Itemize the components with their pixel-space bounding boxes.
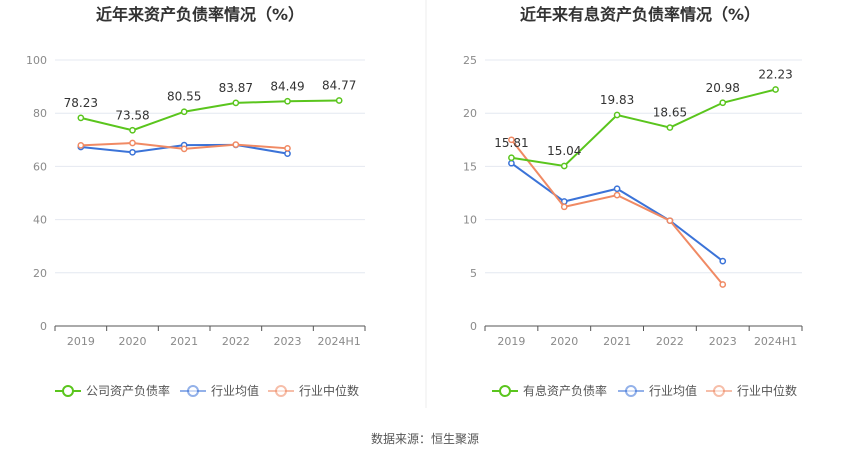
x-tick-label: 2023 [709,335,737,348]
data-point [666,217,674,225]
y-tick-label: 0 [470,320,477,333]
data-point [772,86,779,93]
data-label: 84.77 [322,79,356,93]
data-point [129,148,136,156]
data-label: 19.83 [600,93,634,107]
legend-item-1[interactable]: 公司资产负债率 [55,383,170,398]
data-point [232,141,240,148]
series-1: 78.23 73.58 80.55 83.87 84.49 84.77 [64,79,356,134]
data-point [719,99,727,107]
chart-1: 近年来资产负债率情况（%） 0 20 40 60 80 100 2019 2020 2021 202… [26,5,366,398]
series-3 [77,139,291,153]
data-point [232,99,240,107]
legend-marker-icon [187,385,199,397]
data-label: 84.49 [270,79,304,93]
legend-label: 行业中位数 [737,383,797,398]
data-point [508,136,515,144]
data-point [129,126,136,134]
data-point [77,114,85,122]
data-label: 80.55 [167,90,201,104]
chart-title: 近年来资产负债率情况（%） [96,5,304,24]
data-point [284,144,291,152]
y-tick-label: 20 [463,107,477,120]
series-3 [508,136,727,288]
data-point [719,281,727,288]
data-point [180,145,188,153]
data-point [560,203,568,211]
data-label: 15.81 [494,136,528,150]
y-tick-label: 20 [33,267,47,280]
data-label: 15.04 [547,144,581,158]
y-tick-label: 10 [463,214,477,227]
data-point [613,185,621,193]
legend-item-2[interactable]: 行业均值 [618,383,697,398]
x-tick-label: 2023 [274,335,302,348]
legend-label: 公司资产负债率 [86,383,170,398]
legend-label: 行业均值 [649,383,697,398]
series-line [510,139,724,286]
y-tick-label: 40 [33,214,47,227]
x-tick-label: 2024H1 [754,335,797,348]
y-tick-label: 15 [463,160,477,173]
y-tick-label: 5 [470,267,477,280]
x-tick-label: 2019 [497,335,525,348]
legend-marker-icon [62,385,74,397]
data-label: 78.23 [64,96,98,110]
legend-marker-icon [275,385,287,397]
data-point [284,97,291,105]
y-tick-label: 80 [33,107,47,120]
y-tick-label: 60 [33,160,47,173]
legend-label: 行业中位数 [299,383,359,398]
legend-label: 行业均值 [211,383,259,398]
legend-marker-icon [625,385,637,397]
series-line [511,88,776,168]
data-point [129,139,136,147]
data-label: 18.65 [653,106,687,120]
data-point [335,97,343,104]
legend-marker-icon [499,385,511,397]
data-label: 22.23 [758,67,792,81]
y-tick-label: 25 [463,54,477,67]
legend-item-1[interactable]: 有息资产负债率 [492,383,607,398]
data-point [77,142,85,149]
x-tick-label: 2022 [656,335,684,348]
data-label: 83.87 [219,81,253,95]
series-1: 15.81 15.04 19.83 18.65 20.98 22.23 [494,67,793,170]
data-label: 20.98 [706,81,740,95]
chart-title: 近年来有息资产负债率情况（%） [520,5,760,24]
series-line [80,99,340,132]
data-point [180,108,188,116]
legend-item-3[interactable]: 行业中位数 [268,383,359,398]
x-tick-label: 2021 [603,335,631,348]
source-label: 数据来源：恒生聚源 [371,431,479,446]
data-point [666,124,674,131]
data-label: 73.58 [115,108,149,122]
legend-item-2[interactable]: 行业均值 [180,383,259,398]
legend-label: 有息资产负债率 [523,383,607,398]
data-point [613,111,621,119]
x-tick-label: 2021 [170,335,198,348]
x-tick-label: 2020 [550,335,578,348]
x-tick-label: 2022 [222,335,250,348]
chart-2: 近年来有息资产负债率情况（%） 0 5 10 15 20 25 2019 2020 2021 202… [463,5,803,398]
legend-item-3[interactable]: 行业中位数 [706,383,797,398]
data-point [508,159,515,167]
data-point [613,191,621,199]
x-tick-label: 2024H1 [318,335,361,348]
data-point [560,162,568,170]
legend-marker-icon [713,385,725,397]
data-point [284,150,291,157]
y-tick-label: 100 [26,54,47,67]
data-point [719,257,727,265]
data-point [508,154,515,162]
x-tick-label: 2019 [67,335,95,348]
x-tick-label: 2020 [119,335,147,348]
y-tick-label: 0 [40,320,47,333]
